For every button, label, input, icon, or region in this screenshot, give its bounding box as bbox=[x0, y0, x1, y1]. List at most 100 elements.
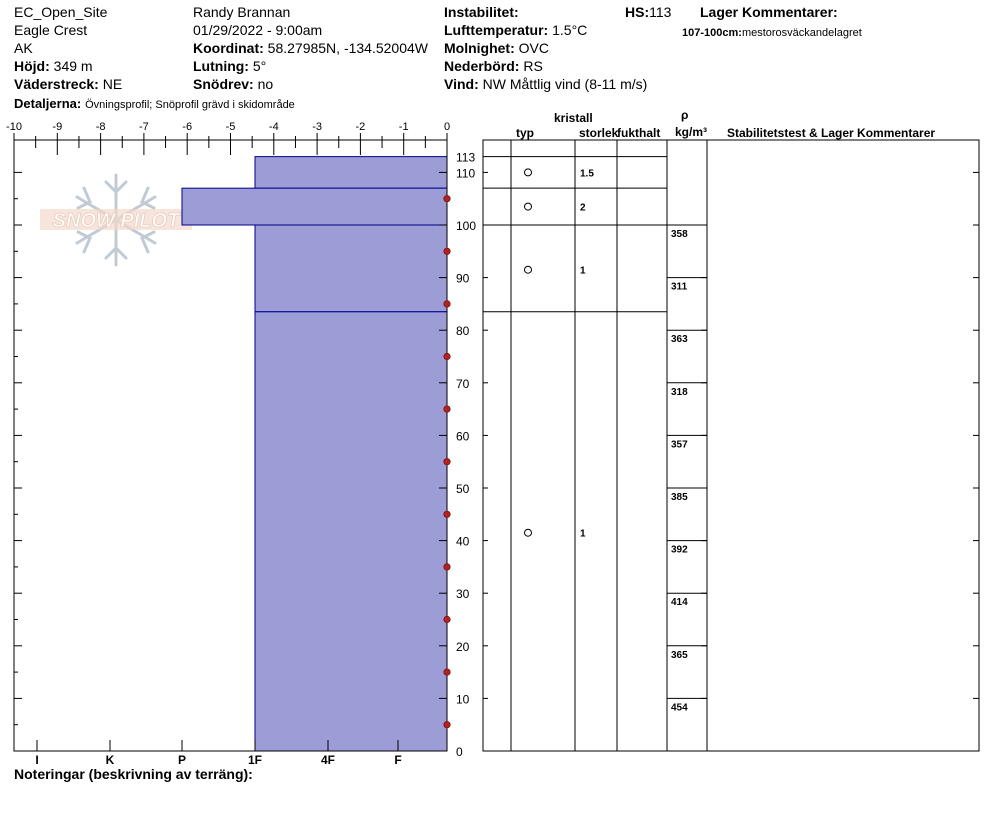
density-value: 365 bbox=[671, 650, 688, 661]
height-tick-label: 0 bbox=[456, 745, 463, 759]
hardness-tick-label: K bbox=[106, 753, 115, 767]
temp-tick-label: -10 bbox=[6, 121, 22, 133]
slope-label: Lutning: bbox=[193, 58, 249, 74]
slope: Lutning: 5° bbox=[193, 58, 266, 74]
temp-tick-label: -7 bbox=[139, 121, 149, 133]
temp-tick-label: -9 bbox=[52, 121, 62, 133]
crystal-header: kristall bbox=[554, 111, 593, 125]
crystal-size: 1 bbox=[580, 266, 586, 277]
table-frame bbox=[482, 139, 980, 752]
slope-value: 5° bbox=[252, 58, 267, 74]
hardness-tick-label: 1F bbox=[248, 753, 262, 767]
temp-tick-label: -1 bbox=[399, 121, 409, 133]
height-tick-label: 30 bbox=[456, 587, 470, 601]
details: Detaljerna: Övningsprofil; Snöprofil grä… bbox=[14, 95, 295, 113]
state-name: AK bbox=[14, 40, 33, 56]
aspect-label: Väderstreck: bbox=[14, 76, 99, 92]
details-value: Övningsprofil; Snöprofil grävd i skidomr… bbox=[85, 99, 295, 111]
height-tick-label: 60 bbox=[456, 429, 470, 443]
hardness-layer bbox=[254, 224, 448, 313]
hardness-tick-label: P bbox=[178, 753, 186, 767]
crystal-type-icon bbox=[524, 528, 532, 537]
snow-temperature-point bbox=[443, 352, 451, 361]
sky: Molnighet: OVC bbox=[444, 40, 549, 56]
hardness-layer bbox=[254, 311, 448, 752]
height-tick-label: 20 bbox=[456, 640, 470, 654]
air-temperature: Lufttemperatur: 1.5°C bbox=[444, 22, 587, 38]
temp-tick-label: -4 bbox=[269, 121, 279, 133]
crystal-type-icon bbox=[524, 168, 532, 177]
logo-text: SNOW PILOT bbox=[53, 210, 181, 232]
density-value: 311 bbox=[671, 282, 688, 293]
airtemp-value: 1.5°C bbox=[552, 22, 588, 38]
coord-value: 58.27985N, -134.52004W bbox=[267, 40, 428, 56]
layer-comment-text: mestorosväckandelagret bbox=[741, 27, 862, 39]
height-tick-label: 100 bbox=[456, 219, 476, 233]
height-tick-label: 10 bbox=[456, 692, 470, 706]
hs-label: HS: bbox=[625, 4, 650, 20]
moisture-header: fukthalt bbox=[617, 126, 661, 140]
snow-temperature-point bbox=[443, 510, 451, 518]
hs: HS:113 bbox=[625, 4, 671, 20]
site-name: EC_Open_Site bbox=[14, 4, 108, 20]
hardness-tick-label: I bbox=[35, 753, 38, 767]
rho-header: ρ bbox=[681, 108, 689, 122]
density-value: 454 bbox=[671, 702, 688, 713]
crystal-size: 1 bbox=[580, 529, 586, 540]
density-value: 358 bbox=[671, 229, 688, 240]
density-value: 363 bbox=[671, 334, 688, 345]
height-tick-label: 40 bbox=[456, 535, 470, 549]
height-tick-label: 90 bbox=[456, 272, 470, 286]
height-tick-label: 110 bbox=[456, 166, 475, 180]
sky-value: OVC bbox=[518, 40, 549, 56]
temp-tick-label: -2 bbox=[356, 121, 366, 133]
notes-label: Noteringar (beskrivning av terräng): bbox=[14, 766, 253, 782]
coordinates: Koordinat: 58.27985N, -134.52004W bbox=[193, 40, 428, 56]
height-tick-label: 80 bbox=[456, 324, 470, 338]
datetime: 01/29/2022 - 9:00am bbox=[193, 22, 323, 38]
temp-tick-label: -3 bbox=[312, 121, 322, 133]
temp-tick-label: -6 bbox=[182, 121, 192, 133]
wind: Vind: NW Måttlig vind (8-11 m/s) bbox=[444, 76, 647, 92]
area-name: Eagle Crest bbox=[14, 22, 88, 38]
drift: Snödrev: no bbox=[193, 76, 273, 92]
temp-tick-label: -8 bbox=[96, 121, 106, 133]
density-value: 385 bbox=[671, 492, 688, 503]
sky-label: Molnighet: bbox=[444, 40, 515, 56]
crystal-size: 1.5 bbox=[580, 168, 594, 179]
coord-label: Koordinat: bbox=[193, 40, 264, 56]
details-label: Detaljerna: bbox=[14, 96, 82, 111]
snow-temperature-point bbox=[443, 247, 451, 255]
precipitation: Nederbörd: RS bbox=[444, 58, 543, 74]
wind-value: NW Måttlig vind (8-11 m/s) bbox=[482, 76, 648, 92]
snow-temperature-point bbox=[443, 405, 451, 413]
elevation-value: 349 m bbox=[53, 58, 93, 74]
temp-tick-label: -5 bbox=[226, 121, 236, 133]
drift-value: no bbox=[257, 76, 274, 92]
instability-label: Instabilitet: bbox=[444, 4, 519, 20]
height-tick-label: 113 bbox=[456, 151, 475, 165]
layer-comments-label: Lager Kommentarer: bbox=[700, 4, 838, 20]
snow-temperature-point bbox=[443, 300, 451, 308]
crystal-size: 2 bbox=[580, 203, 586, 214]
aspect-value: NE bbox=[102, 76, 123, 92]
snow-pilot-logo: SNOW PILOT bbox=[40, 173, 192, 267]
precip-label: Nederbörd: bbox=[444, 58, 520, 74]
drift-label: Snödrev: bbox=[193, 76, 254, 92]
hs-value: 113 bbox=[649, 4, 672, 20]
airtemp-label: Lufttemperatur: bbox=[444, 22, 549, 38]
hardness-tick-label: 4F bbox=[321, 753, 335, 767]
layer-comment: 107-100cm:mestorosväckandelagret bbox=[682, 23, 862, 41]
wind-label: Vind: bbox=[444, 76, 479, 92]
type-header: typ bbox=[516, 126, 534, 140]
hardness-layer bbox=[181, 187, 448, 226]
snow-temperature-point bbox=[443, 563, 451, 571]
elevation-label: Höjd: bbox=[14, 58, 50, 74]
aspect: Väderstreck: NE bbox=[14, 76, 122, 92]
density-value: 414 bbox=[671, 597, 688, 608]
snow-temperature-point bbox=[443, 458, 451, 466]
observer: Randy Brannan bbox=[193, 4, 291, 20]
temp-tick-label: 0 bbox=[444, 121, 450, 133]
density-value: 357 bbox=[671, 439, 688, 450]
